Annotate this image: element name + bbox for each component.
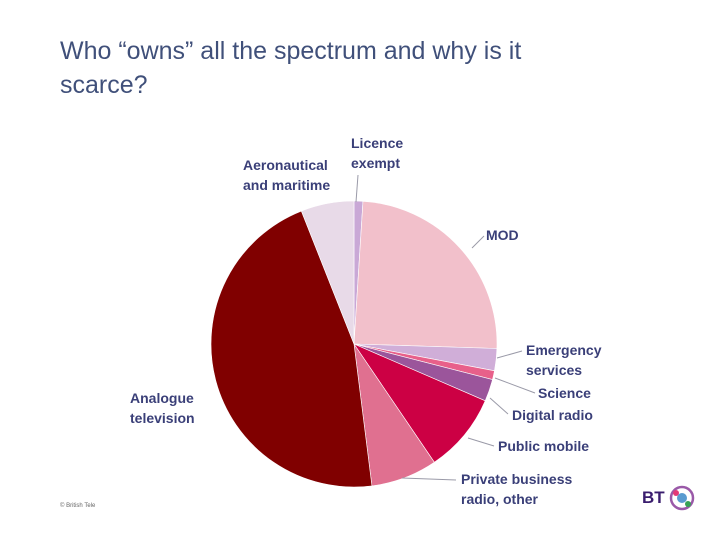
leader-lines [355, 174, 536, 481]
slice-label: Aeronautical and maritime [243, 157, 330, 193]
pie-slice-public-mobile [353, 343, 486, 463]
leader-line [489, 397, 509, 415]
leader-line [355, 174, 359, 203]
slice-label: Digital radio [512, 407, 593, 423]
leader-line [494, 377, 536, 394]
leader-line [401, 477, 457, 481]
bt-logo-text: BT [642, 488, 665, 507]
bt-logo: BT [642, 485, 695, 511]
bt-globe-center [677, 493, 687, 503]
pie-slice-mod [353, 200, 498, 349]
pie-slice-analogue [210, 210, 373, 488]
slice-label: Public mobile [498, 438, 589, 454]
slice-label: Licence exempt [351, 135, 403, 171]
page-title: Who “owns” all the spectrum and why is i… [60, 37, 522, 99]
leader-line [467, 437, 495, 447]
leader-line [496, 350, 523, 359]
leader-line [471, 235, 485, 249]
bt-globe-dot [685, 501, 691, 507]
slice-label: Emergency services [526, 342, 602, 378]
pie-slices [210, 200, 498, 488]
slice-label: Private business radio, other [461, 471, 572, 507]
bt-globe-dot [673, 490, 679, 496]
slice-label: Analogue television [130, 390, 195, 426]
pie-slice-aeronautical [300, 200, 355, 345]
slice-label: MOD [486, 227, 519, 243]
bt-globe-ring [669, 485, 695, 511]
slice-label: Science [538, 385, 591, 401]
slice-labels: Licence exempt MOD Emergency services Science… [130, 135, 602, 507]
copyright-text: © British Tele [60, 503, 96, 509]
